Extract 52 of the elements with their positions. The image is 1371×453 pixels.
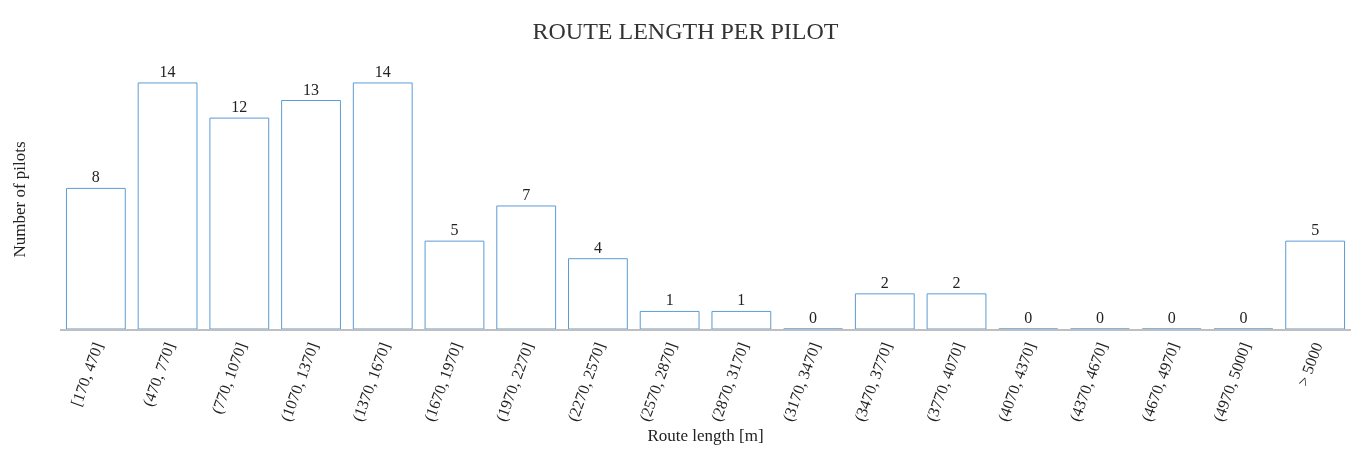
x-tick-label: (3170, 3470] (779, 340, 825, 424)
data-label: 5 (1311, 221, 1320, 239)
bar (496, 205, 557, 329)
data-label: 0 (1095, 309, 1104, 326)
data-label: 14 (374, 62, 391, 80)
data-label: 12 (231, 98, 248, 116)
x-tick-label: > 5000 (1294, 340, 1326, 389)
x-tick-label: (4970, 5000] (1209, 340, 1255, 424)
x-tick-label: [170, 470] (67, 340, 107, 409)
bar (65, 187, 126, 329)
x-tick-label: (4070, 4370] (994, 340, 1040, 424)
x-tick-label: (2570, 2870] (635, 340, 681, 424)
x-tick-label: (4670, 4970] (1137, 340, 1183, 424)
bar (1285, 240, 1346, 329)
data-label: 1 (737, 291, 746, 309)
x-tick-label: (2870, 3170] (707, 340, 753, 424)
chart-title: ROUTE LENGTH PER PILOT (532, 18, 839, 45)
x-tick-label: (470, 770] (139, 340, 179, 409)
x-tick-label: (1070, 1370] (277, 340, 323, 424)
data-label: 4 (593, 238, 602, 256)
data-label: 13 (303, 80, 320, 98)
x-tick-label: (2270, 2570] (564, 340, 610, 424)
data-label: 0 (809, 309, 818, 326)
data-label: 0 (1239, 309, 1248, 326)
bar (137, 82, 198, 329)
data-label: 8 (91, 168, 100, 186)
x-axis-title: Route length [m] (647, 425, 764, 445)
bar (424, 240, 485, 329)
bar (711, 310, 772, 329)
x-tick-label: (770, 1070] (208, 340, 251, 417)
data-label: 14 (159, 62, 176, 80)
bar (926, 293, 987, 329)
data-label: 7 (522, 185, 531, 203)
bar (854, 293, 915, 329)
data-label: 2 (880, 273, 889, 291)
x-tick-label: (3470, 3770] (850, 340, 897, 424)
data-label: 1 (665, 291, 674, 309)
bar (639, 310, 700, 329)
bar (209, 117, 270, 329)
y-axis-title: Number of pilots (9, 141, 29, 258)
bar (281, 100, 341, 329)
data-label: 2 (952, 273, 961, 291)
bar (568, 258, 628, 329)
x-tick-label: (3770, 4070] (922, 340, 968, 424)
x-tick-label: (1970, 2270] (492, 340, 538, 424)
bar (352, 82, 413, 329)
x-tick-label: (1370, 1670] (348, 340, 395, 424)
x-tick-label: (4370, 4670] (1066, 340, 1112, 424)
data-label: 5 (450, 221, 459, 239)
data-label: 0 (1167, 309, 1176, 326)
data-label: 0 (1024, 309, 1033, 326)
x-tick-label: (1670, 1970] (420, 340, 466, 424)
